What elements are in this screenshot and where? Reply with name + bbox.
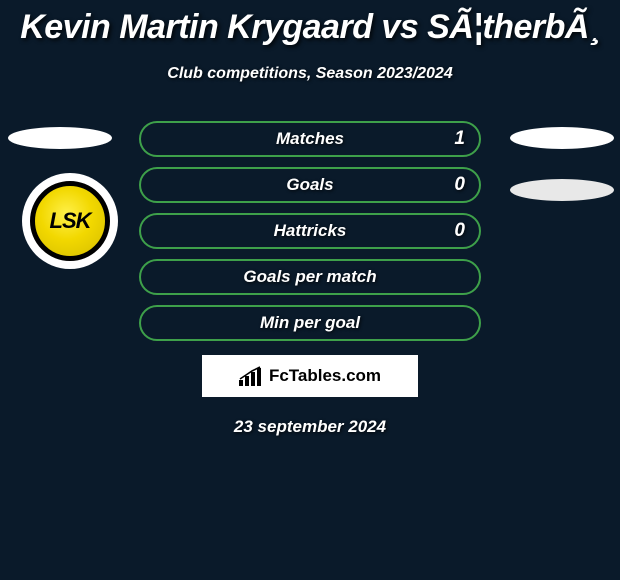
comparison-title: Kevin Martin Krygaard vs SÃ¦therbÃ¸ xyxy=(0,0,620,47)
date-text: 23 september 2024 xyxy=(0,417,620,437)
stat-right-value: 0 xyxy=(454,220,465,242)
comparison-subtitle: Club competitions, Season 2023/2024 xyxy=(0,65,620,83)
club-badge-text: LSK xyxy=(50,208,91,234)
brand-text: FcTables.com xyxy=(269,366,381,386)
stat-row-hattricks: Hattricks 0 xyxy=(139,213,481,249)
stat-label: Min per goal xyxy=(260,313,360,333)
stat-row-goals: Goals 0 xyxy=(139,167,481,203)
stat-label: Goals per match xyxy=(243,267,376,287)
stat-row-matches: Matches 1 xyxy=(139,121,481,157)
club-badge-inner: LSK xyxy=(30,181,110,261)
stat-row-gpm: Goals per match xyxy=(139,259,481,295)
right-player-ellipse-1 xyxy=(510,127,614,149)
stat-right-value: 1 xyxy=(454,128,465,150)
stat-rows: Matches 1 Goals 0 Hattricks 0 Goals per … xyxy=(139,121,481,341)
left-player-ellipse xyxy=(8,127,112,149)
right-player-ellipse-2 xyxy=(510,179,614,201)
stat-label: Goals xyxy=(286,175,333,195)
stat-label: Hattricks xyxy=(274,221,347,241)
content-area: LSK Matches 1 Goals 0 Hattricks 0 Goals … xyxy=(0,121,620,437)
stat-right-value: 0 xyxy=(454,174,465,196)
stat-label: Matches xyxy=(276,129,344,149)
left-club-badge: LSK xyxy=(22,173,118,269)
stat-row-mpg: Min per goal xyxy=(139,305,481,341)
bar-chart-icon xyxy=(239,366,263,386)
brand-box: FcTables.com xyxy=(202,355,418,397)
